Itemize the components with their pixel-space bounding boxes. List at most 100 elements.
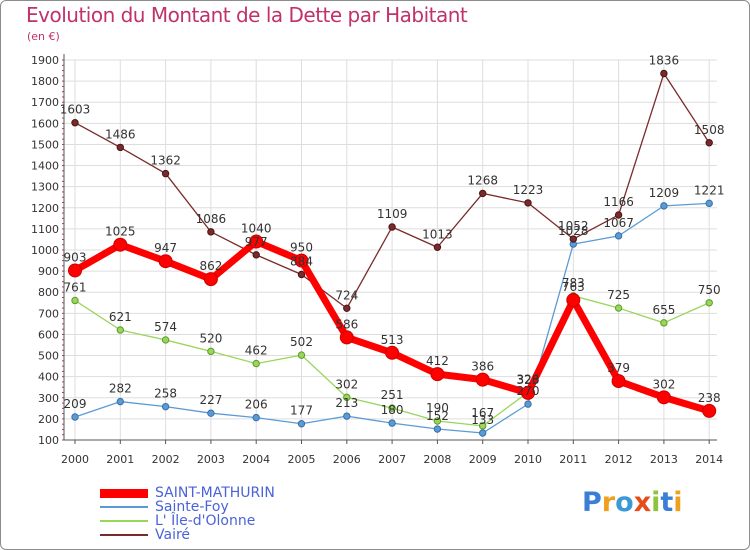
data-label: 520: [199, 331, 222, 345]
x-tick-label: 2006: [333, 453, 361, 466]
y-tick-label: 900: [38, 265, 59, 278]
data-label: 655: [652, 303, 675, 317]
data-point: [388, 419, 396, 427]
legend-label: Vairé: [155, 527, 191, 543]
data-point: [702, 403, 717, 418]
data-point: [433, 243, 442, 251]
logo-letter: x: [633, 487, 652, 518]
data-point: [203, 272, 218, 287]
data-label: 1028: [558, 224, 589, 238]
data-point: [660, 319, 668, 327]
y-tick-label: 800: [38, 286, 59, 299]
data-label: 326: [517, 372, 540, 386]
data-point: [116, 326, 125, 334]
chart-title: Evolution du Montant de la Dette par Hab…: [26, 3, 468, 27]
data-point: [343, 412, 351, 420]
data-label: 167: [471, 406, 494, 420]
legend-swatch: [100, 520, 148, 522]
data-point: [297, 420, 306, 428]
data-label: 586: [335, 317, 358, 331]
y-tick-label: 1200: [31, 202, 59, 215]
legend-label: L' Île-d'Olonne: [155, 513, 256, 529]
y-tick-label: 400: [38, 371, 59, 384]
data-point: [614, 232, 623, 240]
data-point: [569, 235, 577, 243]
data-point: [388, 404, 396, 412]
data-point: [297, 270, 306, 279]
data-point: [705, 299, 713, 307]
chart-subtitle: (en €): [27, 30, 60, 43]
data-point: [660, 69, 668, 78]
data-point: [479, 189, 487, 198]
legend-swatch: [100, 534, 148, 536]
data-point: [343, 393, 351, 402]
data-label: 947: [154, 241, 177, 255]
data-point: [116, 143, 125, 152]
data-point: [430, 367, 445, 382]
data-label: 209: [64, 397, 87, 411]
data-label: 180: [381, 403, 404, 417]
logo-letter: r: [601, 487, 616, 518]
data-label: 379: [607, 361, 630, 375]
data-label: 1052: [558, 219, 589, 233]
data-label: 1508: [694, 123, 725, 137]
data-label: 1486: [105, 127, 136, 141]
data-point: [479, 429, 487, 437]
logo-letter: t: [660, 487, 674, 518]
data-label: 213: [335, 396, 358, 410]
x-tick-label: 2010: [514, 453, 542, 466]
logo-letter: i: [651, 487, 661, 518]
data-label: 238: [698, 391, 721, 405]
y-tick-label: 500: [38, 350, 59, 363]
data-point: [385, 345, 400, 360]
data-point: [524, 199, 532, 207]
data-point: [161, 169, 170, 178]
x-tick-label: 2011: [559, 453, 587, 466]
x-tick-label: 2002: [152, 453, 180, 466]
data-label: 1086: [196, 212, 227, 226]
data-label: 761: [64, 280, 87, 294]
data-label: 152: [426, 409, 449, 423]
logo-letter: i: [673, 487, 683, 518]
data-point: [252, 359, 260, 368]
data-label: 783: [562, 276, 585, 290]
data-point: [207, 228, 215, 236]
data-point: [294, 253, 309, 268]
data-label: 190: [426, 401, 449, 415]
logo-letter: o: [615, 487, 634, 518]
x-tick-label: 2014: [695, 453, 723, 466]
data-label: 1067: [603, 216, 634, 230]
data-label: 1836: [649, 54, 680, 68]
x-tick-label: 2012: [605, 453, 633, 466]
axes: 100 200 300 400 500 600 700 800 900 1000 1100 1200 1…: [31, 54, 723, 466]
data-label: 1221: [694, 183, 725, 197]
data-point: [705, 199, 713, 208]
data-label: 1209: [649, 186, 680, 200]
data-point: [614, 304, 623, 312]
data-point: [479, 422, 487, 430]
data-point: [207, 409, 215, 417]
data-label: 227: [199, 393, 222, 407]
data-label: 270: [517, 384, 540, 398]
data-point: [660, 202, 668, 210]
data-point: [113, 237, 128, 252]
y-tick-label: 1700: [31, 96, 59, 109]
y-tick-label: 1400: [31, 160, 59, 173]
data-label: 386: [471, 360, 494, 374]
data-label: 133: [471, 413, 494, 427]
data-label: 1040: [241, 222, 272, 236]
y-tick-label: 300: [38, 392, 59, 405]
y-tick-label: 1000: [31, 244, 59, 257]
data-label: 323: [517, 373, 540, 387]
data-point: [611, 374, 626, 389]
data-point: [388, 223, 396, 231]
data-point: [252, 251, 260, 259]
data-point: [116, 397, 125, 406]
data-label: 462: [245, 344, 268, 358]
data-point: [566, 293, 581, 308]
data-point: [158, 254, 173, 269]
x-tick-label: 2007: [378, 453, 406, 466]
data-point: [433, 425, 442, 433]
data-label: 1025: [105, 225, 136, 239]
